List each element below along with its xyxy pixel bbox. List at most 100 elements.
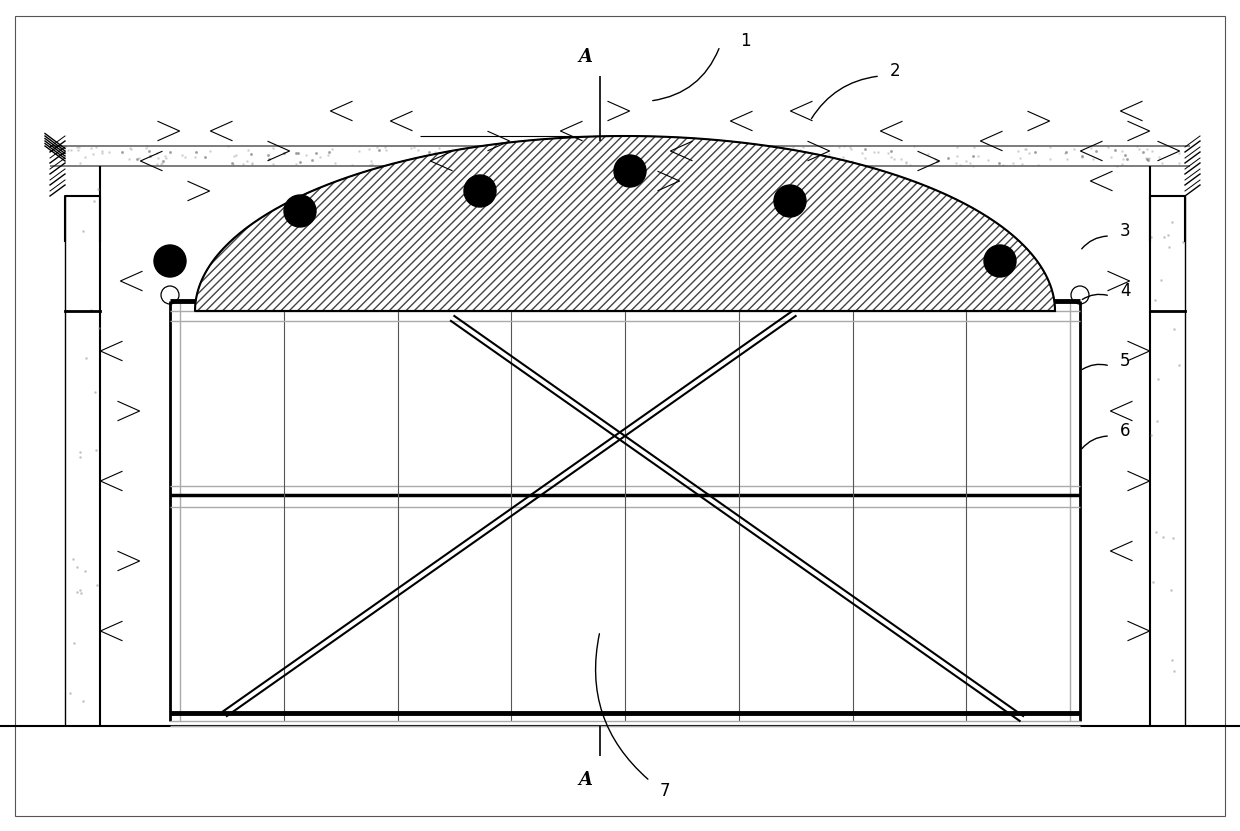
Point: [46, 141, 66, 155]
Point: [301, 154, 321, 167]
Point: [841, 140, 861, 153]
Text: 7: 7: [660, 782, 671, 800]
Circle shape: [774, 185, 806, 217]
Point: [148, 151, 167, 165]
Point: [776, 145, 796, 159]
Point: [735, 147, 755, 160]
Point: [160, 145, 180, 159]
Text: 5: 5: [1120, 352, 1131, 370]
Point: [751, 145, 771, 158]
Point: [781, 146, 801, 160]
Point: [99, 145, 119, 159]
Point: [172, 148, 192, 161]
Point: [224, 150, 244, 163]
Point: [773, 151, 792, 165]
Point: [657, 155, 677, 169]
Point: [746, 155, 766, 168]
Circle shape: [614, 155, 646, 187]
Point: [792, 140, 812, 153]
Point: [611, 140, 631, 153]
Text: 1: 1: [740, 32, 750, 50]
Point: [450, 155, 470, 168]
Point: [760, 157, 780, 170]
Point: [766, 143, 786, 156]
Point: [88, 182, 108, 195]
Point: [854, 152, 874, 165]
Point: [1141, 230, 1161, 243]
Point: [151, 157, 171, 170]
Point: [342, 158, 362, 171]
Point: [764, 157, 784, 170]
Point: [696, 147, 715, 160]
Point: [1008, 145, 1028, 158]
Text: 6: 6: [1120, 422, 1131, 440]
Point: [1011, 151, 1030, 165]
Point: [689, 158, 709, 171]
Point: [242, 158, 262, 171]
Point: [1164, 664, 1184, 677]
Point: [1142, 428, 1162, 441]
Point: [928, 154, 947, 167]
Point: [129, 151, 149, 165]
Point: [61, 144, 81, 157]
Point: [71, 586, 91, 599]
Point: [67, 561, 87, 574]
Point: [956, 155, 976, 168]
Point: [806, 153, 826, 166]
Point: [743, 152, 763, 165]
Point: [1083, 152, 1102, 165]
Point: [882, 150, 901, 163]
Point: [833, 159, 853, 172]
Point: [852, 147, 872, 160]
Point: [348, 145, 368, 158]
Point: [1028, 159, 1048, 172]
Point: [1013, 158, 1033, 171]
Point: [263, 158, 283, 171]
Point: [286, 158, 306, 171]
Point: [791, 148, 811, 161]
Point: [506, 152, 526, 165]
Point: [489, 141, 508, 155]
Point: [698, 147, 718, 160]
Point: [900, 159, 920, 172]
Point: [688, 144, 708, 157]
Point: [534, 146, 554, 160]
Point: [87, 140, 107, 154]
Point: [1056, 152, 1076, 165]
Point: [565, 155, 585, 168]
Point: [200, 145, 219, 158]
Point: [1064, 143, 1084, 156]
Point: [175, 150, 195, 164]
Point: [666, 147, 686, 160]
Point: [71, 450, 91, 464]
Point: [68, 143, 88, 156]
Point: [81, 141, 100, 155]
Point: [360, 142, 379, 155]
Point: [119, 152, 139, 165]
Point: [528, 140, 548, 153]
Point: [63, 552, 83, 565]
Point: [646, 149, 666, 162]
Point: [580, 150, 600, 164]
Point: [495, 147, 515, 160]
Point: [950, 158, 970, 171]
Point: [76, 352, 95, 365]
Point: [518, 158, 538, 171]
Point: [830, 156, 849, 170]
Point: [404, 140, 424, 154]
Point: [1101, 150, 1121, 163]
Point: [495, 151, 515, 165]
Point: [864, 145, 884, 159]
Point: [1147, 415, 1167, 428]
Point: [884, 152, 904, 165]
Point: [1169, 358, 1189, 371]
Point: [1112, 158, 1132, 171]
Point: [511, 146, 531, 160]
Point: [242, 157, 262, 170]
Point: [1162, 653, 1182, 666]
Point: [614, 149, 634, 162]
Point: [136, 141, 156, 155]
Point: [1146, 526, 1166, 539]
Text: 2: 2: [890, 62, 900, 80]
Point: [361, 155, 381, 168]
